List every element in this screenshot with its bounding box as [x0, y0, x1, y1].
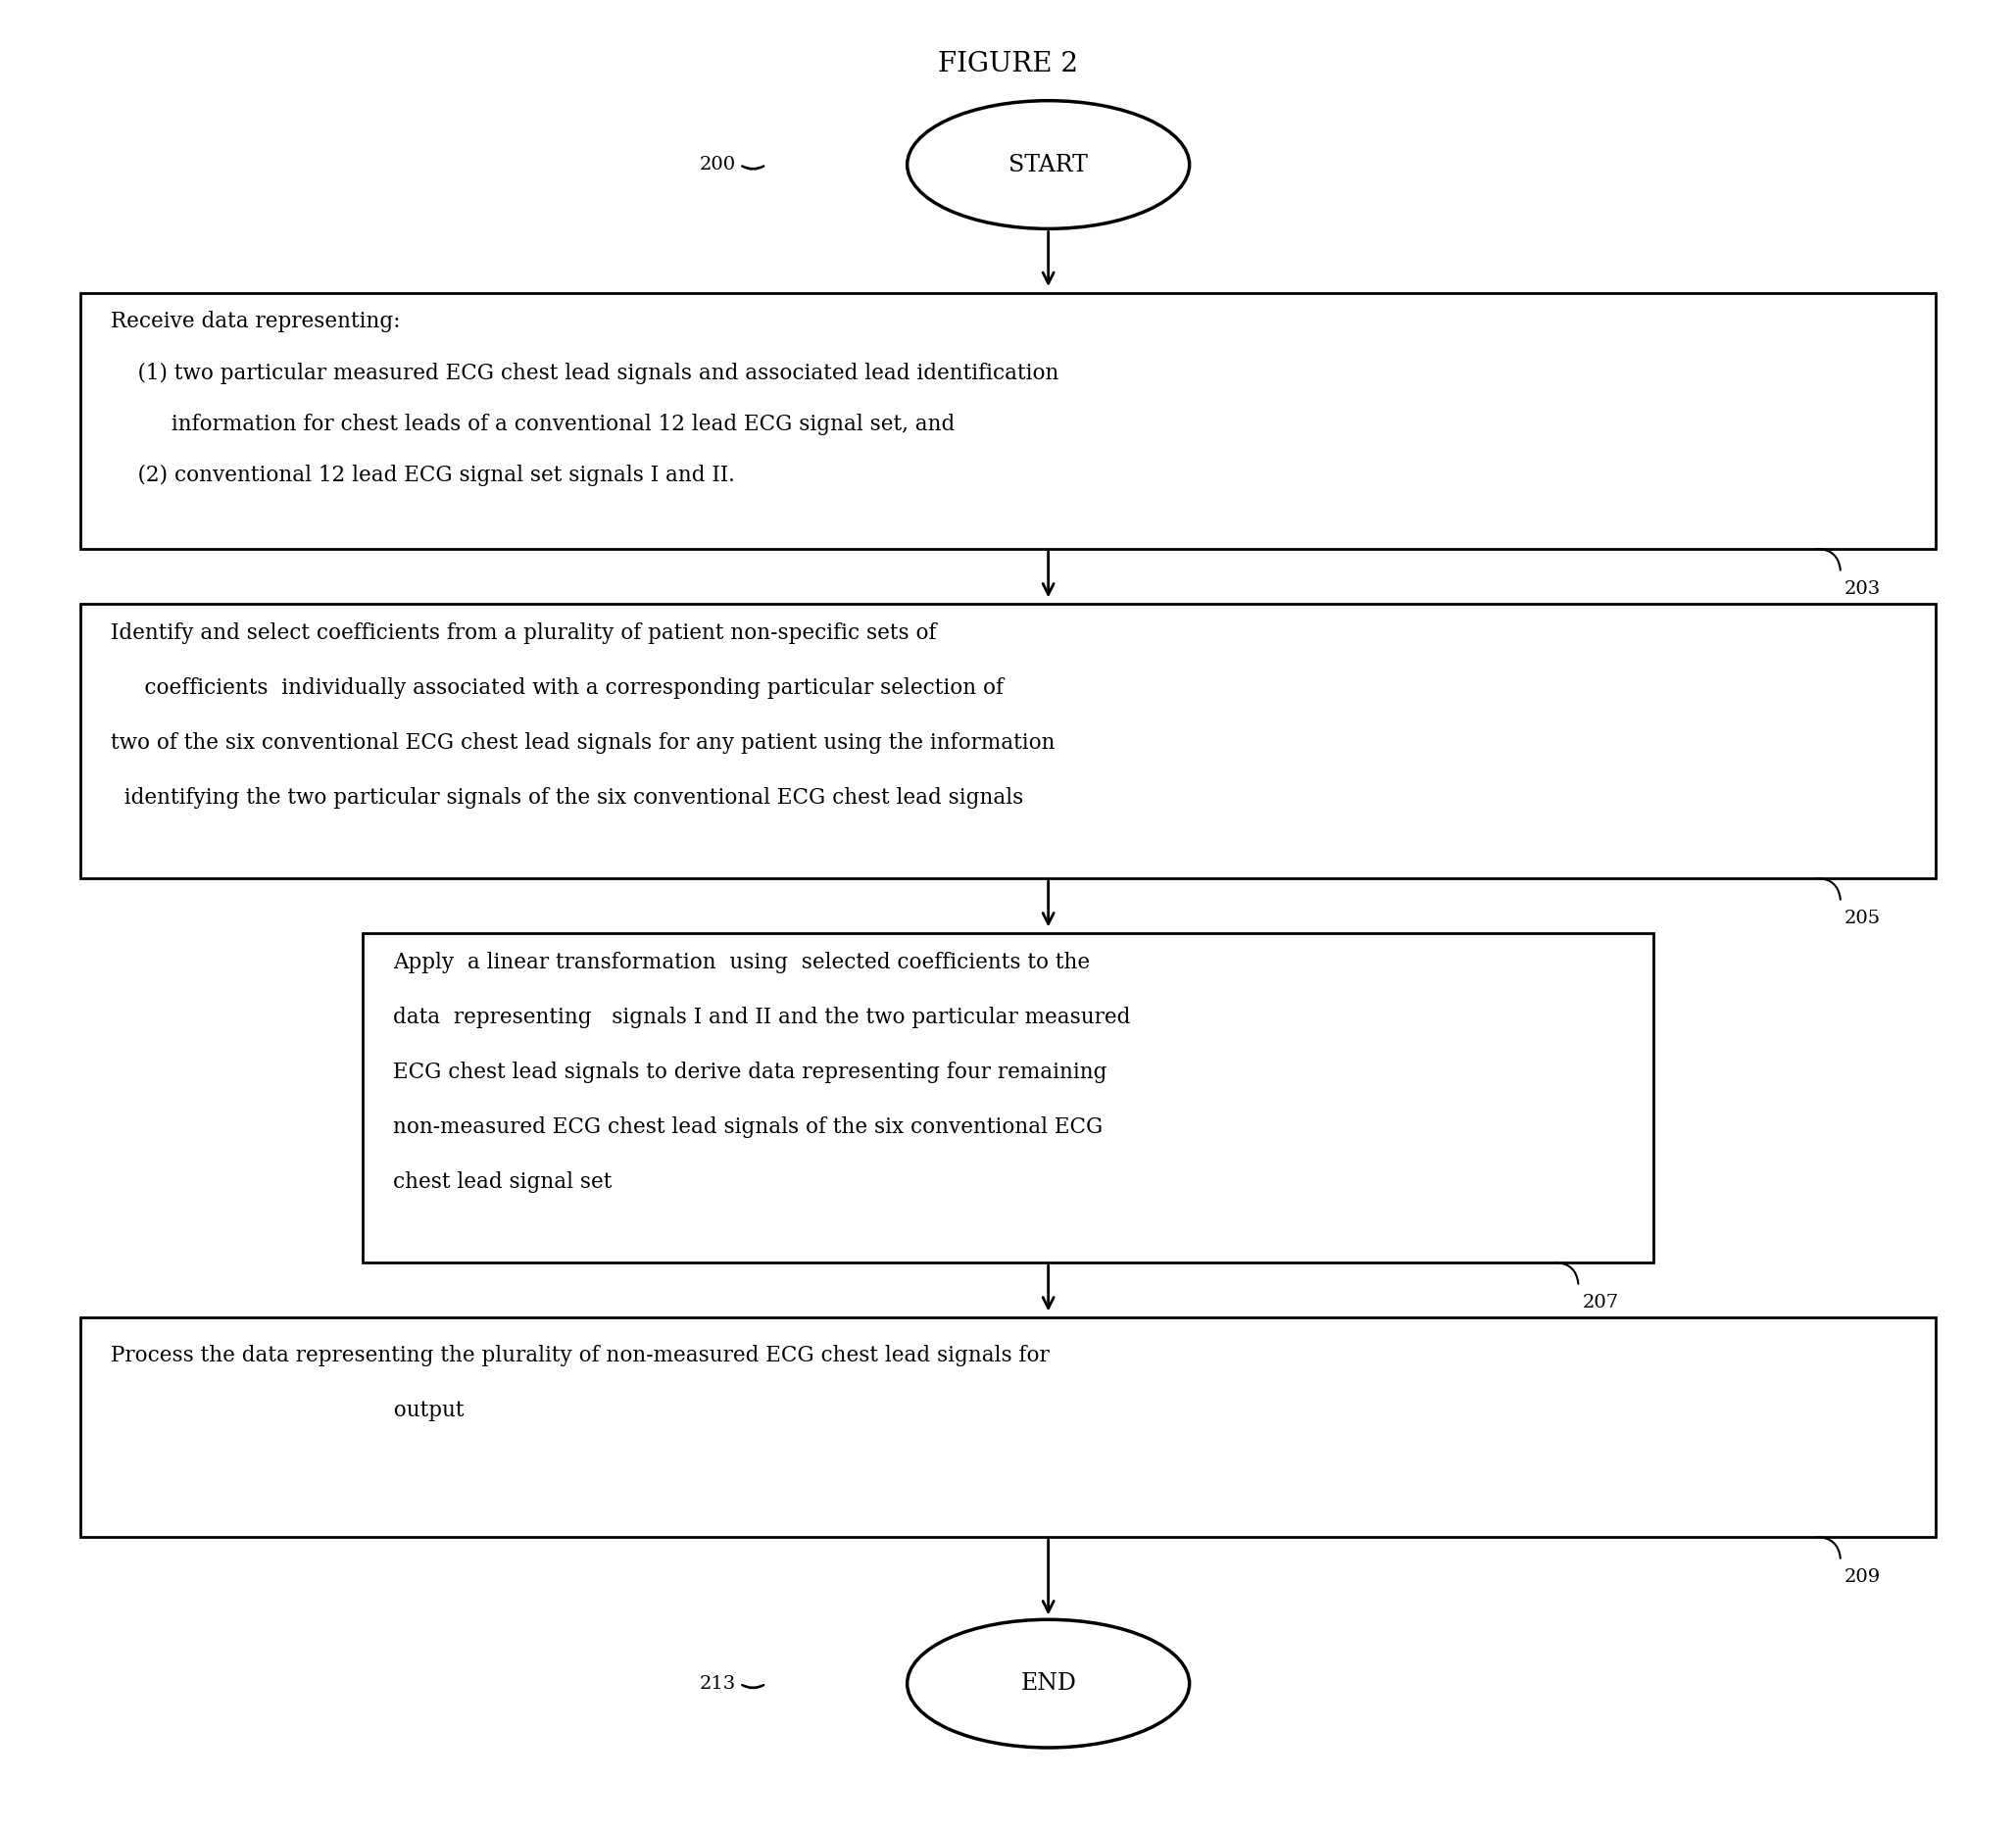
- Text: coefficients  individually associated with a corresponding particular selection : coefficients individually associated wit…: [111, 677, 1004, 699]
- Text: END: END: [1020, 1673, 1077, 1695]
- Text: Apply  a linear transformation  using  selected coefficients to the: Apply a linear transformation using sele…: [393, 952, 1091, 974]
- Text: 209: 209: [1845, 1568, 1881, 1587]
- Text: data  representing   signals I and II and the two particular measured: data representing signals I and II and t…: [393, 1007, 1131, 1028]
- Text: 200: 200: [700, 156, 736, 174]
- Text: 203: 203: [1845, 580, 1881, 598]
- Ellipse shape: [907, 1620, 1189, 1748]
- Ellipse shape: [907, 101, 1189, 229]
- Text: 213: 213: [700, 1674, 736, 1693]
- Text: START: START: [1008, 154, 1089, 176]
- Text: information for chest leads of a conventional 12 lead ECG signal set, and: information for chest leads of a convent…: [111, 414, 956, 436]
- Text: chest lead signal set: chest lead signal set: [393, 1171, 613, 1193]
- Text: 205: 205: [1845, 910, 1881, 928]
- Text: Receive data representing:: Receive data representing:: [111, 311, 401, 333]
- Text: (2) conventional 12 lead ECG signal set signals I and II.: (2) conventional 12 lead ECG signal set …: [111, 465, 736, 487]
- Text: output: output: [111, 1400, 464, 1422]
- Text: two of the six conventional ECG chest lead signals for any patient using the inf: two of the six conventional ECG chest le…: [111, 732, 1054, 754]
- Text: identifying the two particular signals of the six conventional ECG chest lead si: identifying the two particular signals o…: [111, 787, 1024, 809]
- Text: non-measured ECG chest lead signals of the six conventional ECG: non-measured ECG chest lead signals of t…: [393, 1116, 1103, 1138]
- Text: Identify and select coefficients from a plurality of patient non-specific sets o: Identify and select coefficients from a …: [111, 622, 937, 644]
- FancyBboxPatch shape: [81, 293, 1935, 549]
- FancyBboxPatch shape: [81, 1318, 1935, 1537]
- Text: Process the data representing the plurality of non-measured ECG chest lead signa: Process the data representing the plural…: [111, 1345, 1050, 1367]
- FancyBboxPatch shape: [363, 933, 1653, 1263]
- FancyBboxPatch shape: [81, 604, 1935, 878]
- Text: 207: 207: [1583, 1294, 1619, 1312]
- Text: ECG chest lead signals to derive data representing four remaining: ECG chest lead signals to derive data re…: [393, 1061, 1107, 1083]
- Text: (1) two particular measured ECG chest lead signals and associated lead identific: (1) two particular measured ECG chest le…: [111, 362, 1058, 384]
- Text: FIGURE 2: FIGURE 2: [937, 51, 1079, 77]
